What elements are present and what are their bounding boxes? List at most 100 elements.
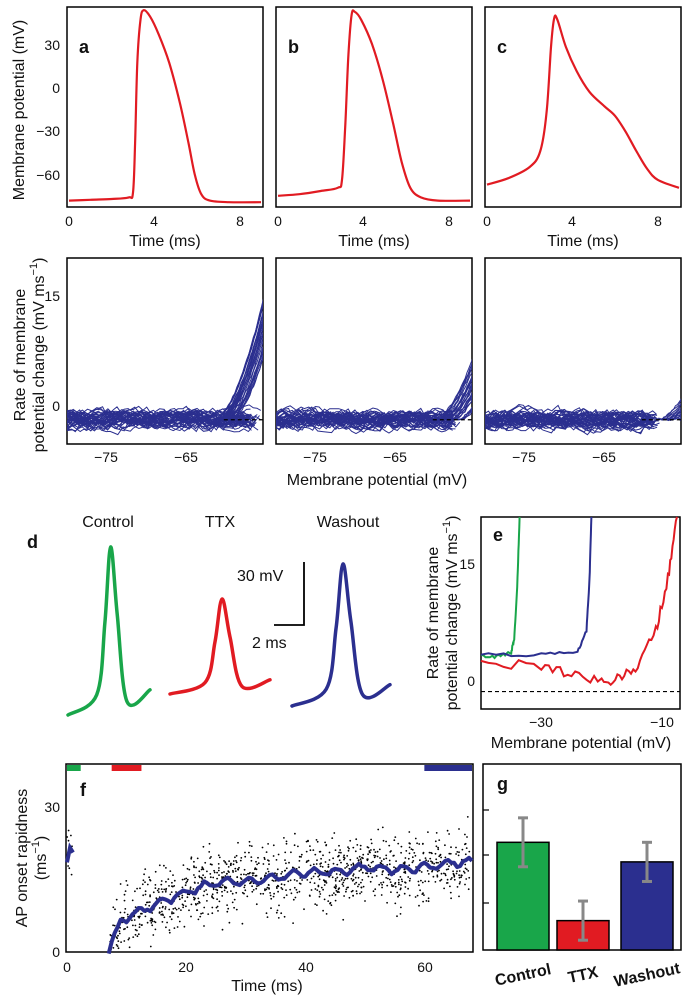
scatter-dot bbox=[439, 860, 442, 863]
scatter-dot bbox=[425, 859, 427, 862]
scatter-dot bbox=[172, 908, 175, 910]
scatter-dot bbox=[404, 857, 407, 859]
scatter-dot bbox=[318, 878, 321, 881]
scatter-dot bbox=[356, 892, 358, 895]
scatter-dot bbox=[249, 882, 252, 884]
scatter-dot bbox=[257, 862, 260, 865]
scatter-dot bbox=[216, 877, 219, 880]
scatter-dot bbox=[134, 906, 137, 908]
scatter-dot bbox=[309, 881, 312, 884]
scatter-dot bbox=[397, 879, 400, 881]
scatter-dot bbox=[154, 921, 157, 924]
scatter-dot bbox=[359, 858, 362, 861]
scatter-dot bbox=[403, 868, 406, 871]
scatter-dot bbox=[171, 912, 173, 915]
scatter-dot bbox=[117, 940, 120, 942]
scatter-dot bbox=[374, 894, 376, 897]
scatter-dot bbox=[421, 893, 424, 895]
scatter-dot bbox=[255, 903, 258, 906]
scatter-dot bbox=[141, 912, 143, 915]
scatter-dot bbox=[430, 860, 432, 863]
scatter-dot bbox=[255, 868, 258, 871]
ttx-spike bbox=[168, 597, 272, 696]
scatter-dot bbox=[382, 881, 385, 884]
scatter-dot bbox=[181, 894, 184, 897]
scatter-dot bbox=[272, 844, 275, 847]
scatter-dot bbox=[423, 894, 425, 896]
scatter-dot bbox=[227, 907, 230, 910]
scatter-dot bbox=[397, 895, 399, 898]
scatter-dot bbox=[232, 863, 235, 866]
scatter-dot bbox=[444, 844, 446, 847]
scatter-dot bbox=[221, 895, 224, 897]
scatter-dot bbox=[245, 873, 248, 876]
scatter-dot bbox=[220, 886, 223, 889]
panel-d-label: d bbox=[27, 532, 38, 552]
scatter-dot bbox=[430, 851, 432, 854]
scatter-dot bbox=[126, 913, 129, 916]
scatter-dot bbox=[388, 863, 391, 866]
scatter-dot bbox=[322, 888, 324, 891]
scatter-dot bbox=[350, 877, 353, 880]
scatter-dot bbox=[158, 864, 161, 867]
scatter-dot bbox=[221, 876, 223, 878]
scatter-dot bbox=[196, 902, 199, 905]
scatter-dot bbox=[360, 886, 363, 889]
scatter-dot bbox=[131, 919, 133, 922]
scatter-dot bbox=[336, 891, 339, 893]
scatter-dot bbox=[381, 883, 383, 886]
phase-spike-trace bbox=[436, 364, 472, 421]
phase-spike-trace bbox=[214, 300, 263, 421]
scatter-dot bbox=[234, 867, 237, 870]
scatter-dot bbox=[192, 896, 195, 899]
scatter-dot bbox=[451, 877, 453, 879]
scatter-dot bbox=[324, 841, 326, 844]
scatter-dot bbox=[188, 909, 190, 912]
scatter-dot bbox=[448, 833, 450, 835]
scatter-dot bbox=[266, 886, 269, 889]
scatter-dot bbox=[398, 883, 400, 886]
top-xtick: 8 bbox=[654, 213, 662, 229]
scatter-dot bbox=[342, 885, 345, 887]
scatter-dot bbox=[216, 871, 219, 874]
scatter-dot bbox=[134, 924, 137, 927]
scatter-dot bbox=[283, 896, 286, 899]
scatter-dot bbox=[211, 906, 214, 909]
f-xtick: 0 bbox=[63, 959, 71, 975]
scatter-dot bbox=[436, 875, 439, 878]
scatter-dot bbox=[334, 878, 337, 880]
scatter-dot bbox=[278, 904, 280, 907]
scatter-dot bbox=[359, 848, 362, 850]
scatter-dot bbox=[316, 859, 318, 862]
scatter-dot bbox=[408, 864, 411, 867]
scatter-dot bbox=[388, 859, 391, 862]
scatter-dot bbox=[112, 947, 115, 949]
scatter-dot bbox=[325, 913, 328, 915]
scatter-dot bbox=[328, 859, 331, 861]
scatter-dot bbox=[434, 881, 437, 883]
scatter-dot bbox=[144, 903, 147, 906]
scatter-dot bbox=[303, 908, 305, 911]
scatter-dot bbox=[351, 889, 354, 892]
scatter-dot bbox=[190, 915, 192, 918]
scatter-dot bbox=[113, 924, 116, 927]
f-ylabel: AP onset rapidness bbox=[14, 789, 31, 927]
scatter-dot bbox=[112, 906, 115, 909]
scatter-dot bbox=[177, 916, 179, 918]
scatter-dot bbox=[323, 884, 326, 886]
scatter-dot bbox=[352, 862, 355, 865]
scatter-dot bbox=[335, 889, 338, 892]
e-xlabel: Membrane potential (mV) bbox=[491, 735, 672, 752]
scatter-dot bbox=[265, 888, 268, 891]
scatter-dot bbox=[449, 891, 452, 894]
phase-spike-trace bbox=[216, 311, 263, 421]
scatter-dot bbox=[234, 856, 236, 859]
scatter-dot bbox=[312, 849, 315, 851]
scatter-dot bbox=[435, 845, 438, 848]
scatter-dot bbox=[327, 900, 330, 902]
scatter-dot bbox=[408, 842, 411, 844]
scatter-dot bbox=[276, 868, 279, 871]
e-xtick: −30 bbox=[529, 714, 553, 730]
